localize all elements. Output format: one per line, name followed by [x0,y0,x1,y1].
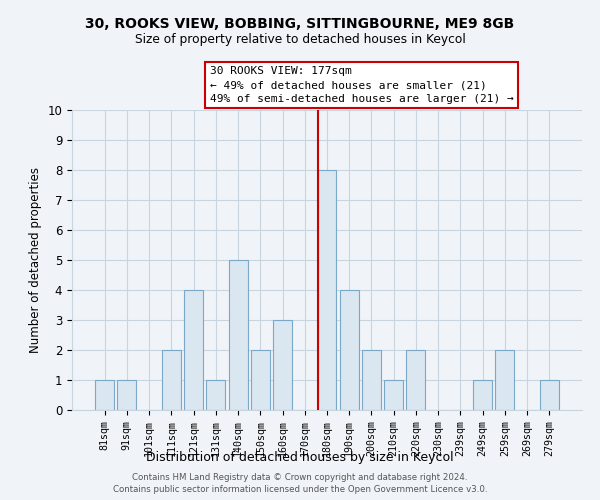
Bar [162,350,181,410]
Bar [118,380,136,410]
Bar [496,350,514,410]
Bar [406,350,425,410]
Text: Contains HM Land Registry data © Crown copyright and database right 2024.
Contai: Contains HM Land Registry data © Crown c… [113,472,487,494]
Bar [229,260,248,410]
Bar [251,350,270,410]
Bar [206,380,225,410]
Text: 30, ROOKS VIEW, BOBBING, SITTINGBOURNE, ME9 8GB: 30, ROOKS VIEW, BOBBING, SITTINGBOURNE, … [85,18,515,32]
Y-axis label: Number of detached properties: Number of detached properties [29,167,42,353]
Bar [473,380,492,410]
Text: 30 ROOKS VIEW: 177sqm
← 49% of detached houses are smaller (21)
49% of semi-deta: 30 ROOKS VIEW: 177sqm ← 49% of detached … [210,66,514,104]
Bar [273,320,292,410]
Text: Size of property relative to detached houses in Keycol: Size of property relative to detached ho… [134,32,466,46]
Text: Distribution of detached houses by size in Keycol: Distribution of detached houses by size … [146,451,454,464]
Bar [317,170,337,410]
Bar [362,350,381,410]
Bar [95,380,114,410]
Bar [540,380,559,410]
Bar [384,380,403,410]
Bar [340,290,359,410]
Bar [184,290,203,410]
